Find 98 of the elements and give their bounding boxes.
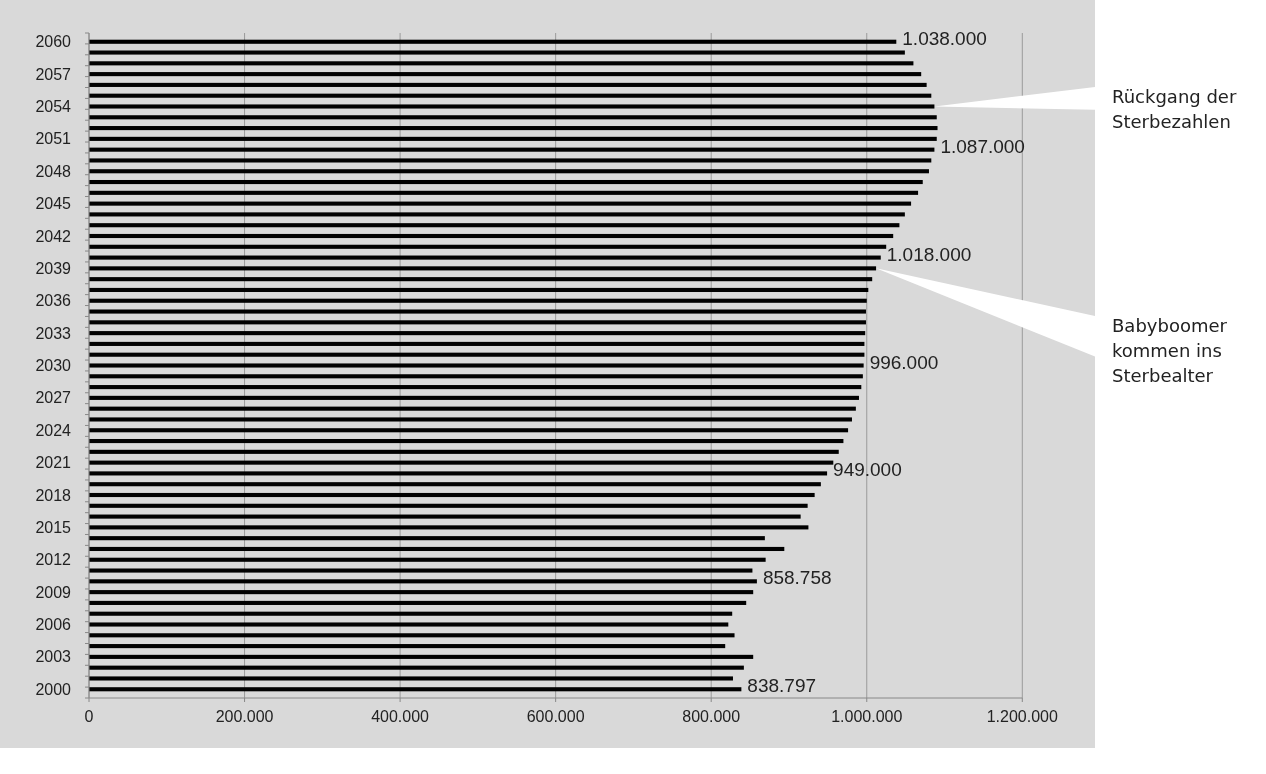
bar — [89, 115, 937, 120]
data-label: 996.000 — [869, 351, 939, 373]
bar — [89, 590, 754, 595]
bar — [89, 449, 839, 454]
bar — [89, 687, 742, 692]
y-tick-label: 2012 — [35, 551, 72, 569]
bar — [89, 320, 866, 325]
data-label: 1.038.000 — [902, 27, 987, 49]
y-tick-label: 2021 — [35, 454, 72, 472]
bar — [89, 93, 932, 98]
bar — [89, 169, 929, 174]
bar — [89, 179, 923, 185]
x-tick-label: 1.000.000 — [831, 708, 903, 725]
bar — [89, 438, 844, 444]
y-tick-label: 2003 — [35, 648, 72, 666]
y-tick-label: 2015 — [35, 518, 72, 536]
bar — [89, 374, 863, 379]
y-tick-label: 2039 — [35, 259, 72, 277]
bar — [89, 363, 864, 368]
y-tick-label: 2033 — [35, 324, 72, 342]
bar — [89, 536, 765, 541]
bar — [89, 244, 887, 249]
bar — [89, 460, 834, 465]
data-label: 949.000 — [833, 459, 902, 481]
y-tick-label: 2048 — [35, 162, 72, 180]
bar — [89, 223, 900, 228]
bar — [89, 579, 757, 584]
data-label: 838.797 — [747, 675, 817, 697]
y-tick-label: 2024 — [35, 421, 72, 439]
bar — [89, 158, 932, 163]
bar — [89, 277, 873, 282]
bar — [89, 546, 785, 552]
bar — [89, 417, 852, 422]
y-tick-label: 2042 — [35, 227, 72, 245]
bar — [89, 665, 744, 670]
y-tick-label: 2000 — [35, 680, 72, 698]
y-tick-label: 2009 — [35, 583, 72, 601]
x-tick-label: 800.000 — [682, 708, 741, 725]
annotation: Rückgang der Sterbezahlen — [1112, 86, 1237, 132]
x-tick-label: 1.200.000 — [986, 708, 1058, 725]
bar — [89, 525, 809, 530]
data-label: 858.758 — [762, 567, 832, 589]
bar — [89, 136, 937, 141]
bar — [89, 482, 821, 487]
bar — [89, 428, 849, 433]
bar — [89, 309, 866, 314]
bar — [89, 622, 729, 627]
data-label: 1.087.000 — [940, 135, 1025, 157]
bar — [89, 654, 754, 659]
y-tick-label: 2057 — [35, 65, 72, 83]
bar — [89, 126, 938, 131]
bar — [89, 287, 869, 293]
bar — [89, 331, 866, 336]
bar — [89, 201, 912, 206]
bar — [89, 212, 905, 217]
bar — [89, 514, 801, 519]
bar — [89, 492, 815, 498]
annotation: Babyboomer kommen ins Sterbealter — [1112, 315, 1228, 386]
bar — [89, 600, 747, 605]
bar — [89, 385, 862, 390]
bar — [89, 147, 935, 152]
bar — [89, 644, 726, 649]
y-tick-label: 2054 — [35, 98, 72, 116]
data-label: 1.018.000 — [886, 243, 972, 265]
y-tick-label: 2027 — [35, 389, 72, 407]
y-tick-label: 2045 — [35, 195, 72, 213]
bar — [89, 255, 881, 260]
bar — [89, 298, 867, 303]
y-tick-label: 2036 — [35, 292, 72, 310]
bar — [89, 50, 905, 55]
bar — [89, 611, 733, 616]
bar — [89, 233, 894, 239]
bar — [89, 39, 897, 44]
bar — [89, 471, 828, 476]
bar — [89, 568, 753, 573]
x-tick-label: 0 — [84, 708, 94, 725]
bar — [89, 266, 877, 271]
y-tick-label: 2006 — [35, 616, 72, 634]
bar — [89, 503, 808, 508]
y-tick-label: 2060 — [35, 33, 72, 51]
y-tick-label: 2030 — [35, 357, 72, 375]
x-tick-label: 600.000 — [526, 708, 585, 725]
x-tick-label: 200.000 — [215, 708, 274, 725]
bar — [89, 61, 914, 66]
bar — [89, 72, 922, 77]
y-tick-label: 2051 — [35, 130, 72, 148]
bar — [89, 676, 733, 681]
bar — [89, 82, 927, 87]
bar — [89, 406, 856, 411]
bar — [89, 190, 919, 195]
bar — [89, 104, 935, 109]
y-tick-label: 2018 — [35, 486, 72, 504]
bar — [89, 341, 865, 346]
bar — [89, 633, 735, 638]
bar — [89, 557, 766, 562]
bar — [89, 352, 865, 357]
x-tick-label: 400.000 — [371, 708, 430, 725]
bar — [89, 395, 859, 400]
